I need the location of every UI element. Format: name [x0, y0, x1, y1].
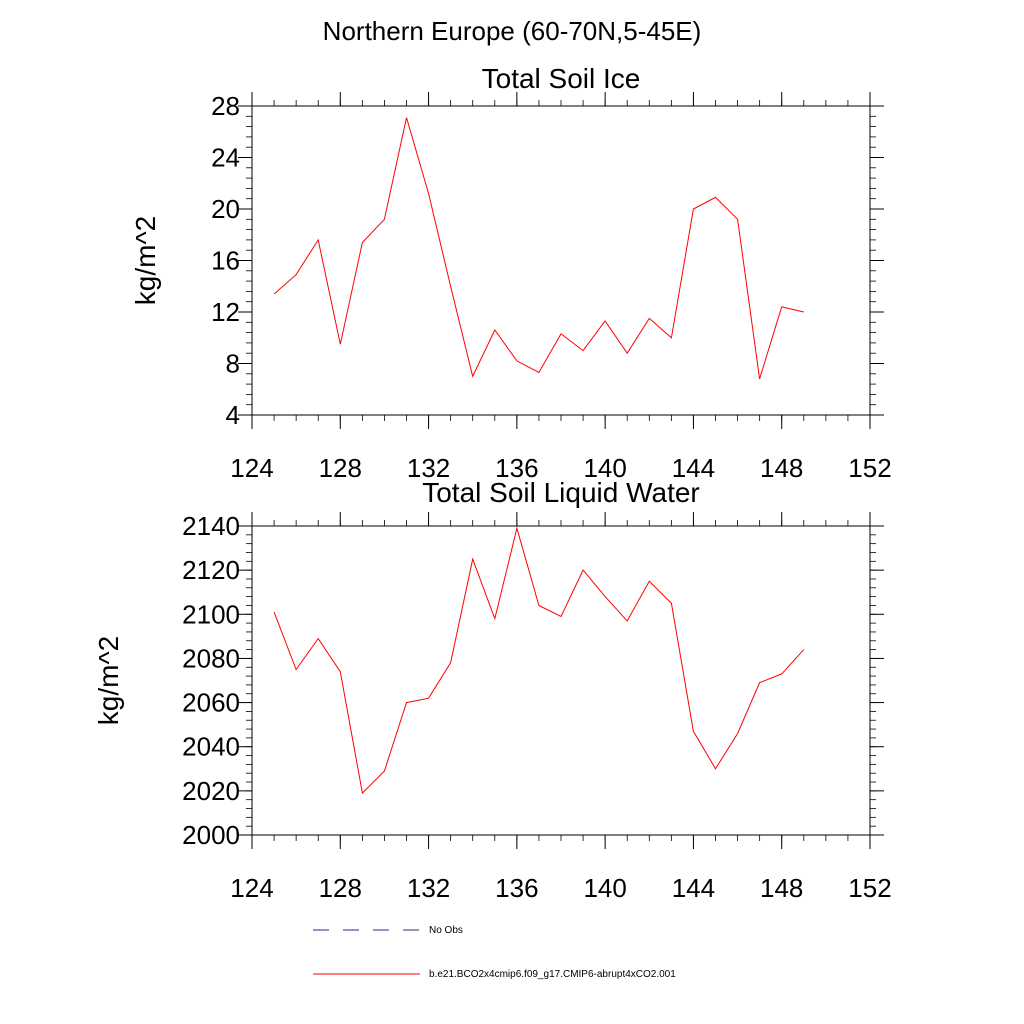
x-tick-label: 124	[230, 453, 273, 483]
series-line	[273, 526, 805, 795]
y-tick-label: 2080	[182, 643, 240, 673]
legend-item: No Obs	[313, 925, 463, 936]
x-tick-label: 128	[319, 453, 362, 483]
y-tick-label: 28	[211, 91, 240, 121]
x-tick-label: 136	[495, 453, 538, 483]
x-tick-label: 140	[583, 873, 626, 903]
y-tick-label: 2140	[182, 511, 240, 541]
y-tick-label: 8	[226, 349, 240, 379]
x-tick-label: 124	[230, 873, 273, 903]
x-tick-label: 132	[407, 453, 450, 483]
x-tick-label: 128	[319, 873, 362, 903]
chart-panel-1: Total Soil Ice 4 8 12 16 20 24 28 124 128 132 136 14…	[130, 63, 892, 483]
x-tick-label: 144	[672, 453, 715, 483]
x-tick-label: 140	[583, 453, 626, 483]
plot-frame	[251, 525, 871, 836]
x-tick-label: 132	[407, 873, 450, 903]
y-tick-label: 12	[211, 297, 240, 327]
y-tick-label: 20	[211, 194, 240, 224]
plot-frame	[251, 105, 871, 416]
series-line	[273, 117, 804, 380]
chart-panel-2: Total Soil Liquid Water 2000 2020 2040 2060 2…	[93, 477, 892, 903]
legend: No Obs b.e21.BCO2x4cmip6.f09_g17.CMIP6-ab…	[313, 925, 676, 980]
x-tick-label: 136	[495, 873, 538, 903]
x-tick-label: 148	[760, 453, 803, 483]
y-tick-label: 16	[211, 246, 240, 276]
figure-title: Northern Europe (60-70N,5-45E)	[322, 16, 702, 46]
y-axis-label: kg/m^2	[93, 636, 124, 725]
x-tick-label: 152	[848, 453, 891, 483]
y-tick-label: 2100	[182, 599, 240, 629]
legend-item: b.e21.BCO2x4cmip6.f09_g17.CMIP6-abrupt4x…	[313, 969, 676, 980]
y-tick-label: 2020	[182, 776, 240, 806]
legend-label: No Obs	[429, 925, 463, 936]
legend-label: b.e21.BCO2x4cmip6.f09_g17.CMIP6-abrupt4x…	[429, 969, 676, 980]
y-tick-label: 2120	[182, 555, 240, 585]
y-tick-label: 2040	[182, 732, 240, 762]
y-tick-label: 2000	[182, 820, 240, 850]
x-tick-label: 152	[848, 873, 891, 903]
y-axis-label: kg/m^2	[130, 216, 161, 305]
y-tick-label: 4	[226, 400, 240, 430]
chart-title: Total Soil Liquid Water	[422, 477, 700, 508]
chart-title: Total Soil Ice	[482, 63, 641, 94]
x-tick-label: 144	[672, 873, 715, 903]
x-tick-label: 148	[760, 873, 803, 903]
y-tick-label: 2060	[182, 688, 240, 718]
y-tick-label: 24	[211, 143, 240, 173]
